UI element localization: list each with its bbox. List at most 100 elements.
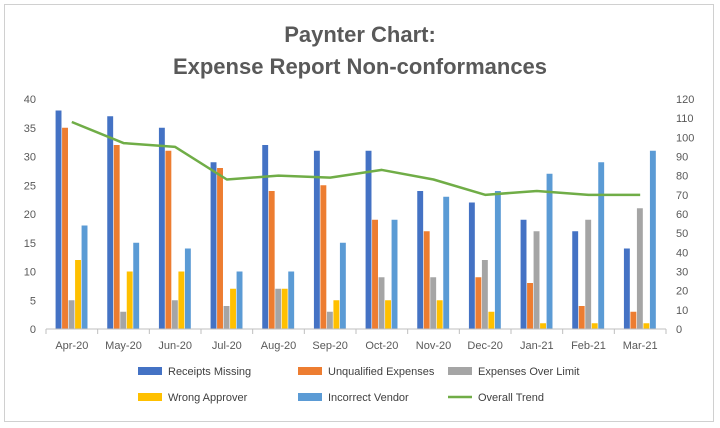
bar-wrong-approver: [126, 271, 133, 329]
legend-label-wrong-approver: Wrong Approver: [168, 392, 248, 404]
bar-expenses-over-limit: [430, 277, 437, 329]
legend-swatch-unqualified-expenses: [298, 367, 322, 375]
bar-expenses-over-limit: [378, 277, 385, 329]
y-left-tick-label: 30: [24, 152, 36, 164]
bar-unqualified-expenses: [268, 191, 275, 329]
y-right-tick-label: 40: [676, 247, 688, 259]
bar-incorrect-vendor: [339, 242, 346, 329]
bar-expenses-over-limit: [585, 219, 592, 329]
bar-unqualified-expenses: [372, 219, 378, 329]
bar-unqualified-expenses: [217, 168, 223, 329]
bar-incorrect-vendor: [598, 162, 605, 329]
bar-wrong-approver: [385, 300, 391, 329]
bar-expenses-over-limit: [481, 260, 488, 329]
bar-incorrect-vendor: [546, 173, 553, 329]
y-right-tick-label: 20: [676, 286, 688, 298]
legend-swatch-receipts-missing: [138, 367, 162, 375]
bar-incorrect-vendor: [81, 225, 88, 329]
legend-label-expenses-over-limit: Expenses Over Limit: [478, 366, 579, 378]
x-tick-label: Aug-20: [261, 340, 296, 352]
bar-unqualified-expenses: [423, 231, 430, 329]
legend-label-overall-trend: Overall Trend: [478, 392, 544, 404]
bar-receipts-missing: [572, 231, 579, 329]
bar-incorrect-vendor: [133, 242, 140, 329]
bar-receipts-missing: [520, 219, 527, 329]
y-right-tick-label: 60: [676, 209, 688, 221]
bar-unqualified-expenses: [578, 306, 585, 329]
bar-unqualified-expenses: [165, 150, 172, 329]
bar-expenses-over-limit: [636, 208, 643, 329]
bar-receipts-missing: [365, 150, 372, 329]
bar-unqualified-expenses: [475, 277, 482, 329]
y-right-tick-label: 80: [676, 171, 688, 183]
y-right-tick-label: 0: [676, 324, 682, 336]
bar-wrong-approver: [230, 288, 236, 329]
bar-wrong-approver: [436, 300, 443, 329]
y-right-tick-label: 50: [676, 228, 688, 240]
bar-wrong-approver: [75, 260, 81, 329]
bar-expenses-over-limit: [171, 300, 178, 329]
x-tick-label: Jun-20: [158, 340, 192, 352]
chart-subtitle: Expense Report Non-conformances: [172, 54, 548, 79]
bar-receipts-missing: [107, 116, 114, 329]
bar-expenses-over-limit: [120, 311, 127, 329]
chart-frame: [4, 4, 714, 422]
bar-incorrect-vendor: [494, 191, 501, 329]
x-tick-label: Apr-20: [55, 340, 88, 352]
x-tick-label: Dec-20: [467, 340, 502, 352]
bar-incorrect-vendor: [649, 150, 656, 329]
bar-receipts-missing: [313, 150, 320, 329]
legend-label-incorrect-vendor: Incorrect Vendor: [328, 392, 409, 404]
y-left-tick-label: 35: [24, 123, 36, 135]
x-tick-label: Oct-20: [365, 340, 398, 352]
bar-receipts-missing: [55, 110, 62, 329]
y-left-tick-label: 0: [30, 324, 36, 336]
y-left-tick-label: 10: [24, 267, 36, 279]
x-tick-label: Sep-20: [312, 340, 347, 352]
bar-expenses-over-limit: [223, 306, 230, 329]
x-tick-label: May-20: [105, 340, 142, 352]
bar-receipts-missing: [210, 162, 217, 329]
y-right-tick-label: 10: [676, 305, 688, 317]
legend-label-unqualified-expenses: Unqualified Expenses: [328, 366, 435, 378]
legend-swatch-expenses-over-limit: [448, 367, 472, 375]
y-right-tick-label: 70: [676, 190, 688, 202]
bar-wrong-approver: [281, 288, 288, 329]
bar-receipts-missing: [623, 248, 630, 329]
bar-wrong-approver: [488, 311, 495, 329]
bar-unqualified-expenses: [320, 185, 327, 329]
x-tick-label: Jul-20: [212, 340, 242, 352]
y-left-tick-label: 5: [30, 295, 36, 307]
bar-incorrect-vendor: [391, 219, 398, 329]
bar-unqualified-expenses: [630, 311, 637, 329]
y-left-tick-label: 20: [24, 209, 36, 221]
bar-unqualified-expenses: [527, 283, 533, 329]
bar-expenses-over-limit: [533, 231, 540, 329]
bar-expenses-over-limit: [326, 311, 333, 329]
y-left-tick-label: 40: [24, 94, 36, 106]
bar-receipts-missing: [158, 127, 165, 329]
chart-title: Paynter Chart:: [284, 22, 436, 47]
legend-swatch-incorrect-vendor: [298, 393, 322, 401]
legend-swatch-wrong-approver: [138, 393, 162, 401]
y-right-tick-label: 30: [676, 267, 688, 279]
y-right-tick-label: 100: [676, 132, 694, 144]
x-tick-label: Jan-21: [520, 340, 554, 352]
bar-expenses-over-limit: [68, 300, 75, 329]
bar-expenses-over-limit: [275, 288, 282, 329]
bar-wrong-approver: [178, 271, 185, 329]
bar-incorrect-vendor: [288, 271, 295, 329]
trend-line: [71, 120, 641, 197]
y-right-tick-label: 110: [676, 113, 694, 125]
x-tick-label: Mar-21: [623, 340, 658, 352]
bar-receipts-missing: [468, 202, 475, 329]
legend-label-receipts-missing: Receipts Missing: [168, 366, 251, 378]
bar-wrong-approver: [591, 323, 598, 329]
y-left-tick-label: 15: [24, 238, 36, 250]
bar-incorrect-vendor: [184, 248, 191, 329]
bar-receipts-missing: [262, 145, 269, 329]
bar-unqualified-expenses: [113, 145, 120, 329]
bar-wrong-approver: [333, 300, 340, 329]
bar-wrong-approver: [540, 323, 546, 329]
